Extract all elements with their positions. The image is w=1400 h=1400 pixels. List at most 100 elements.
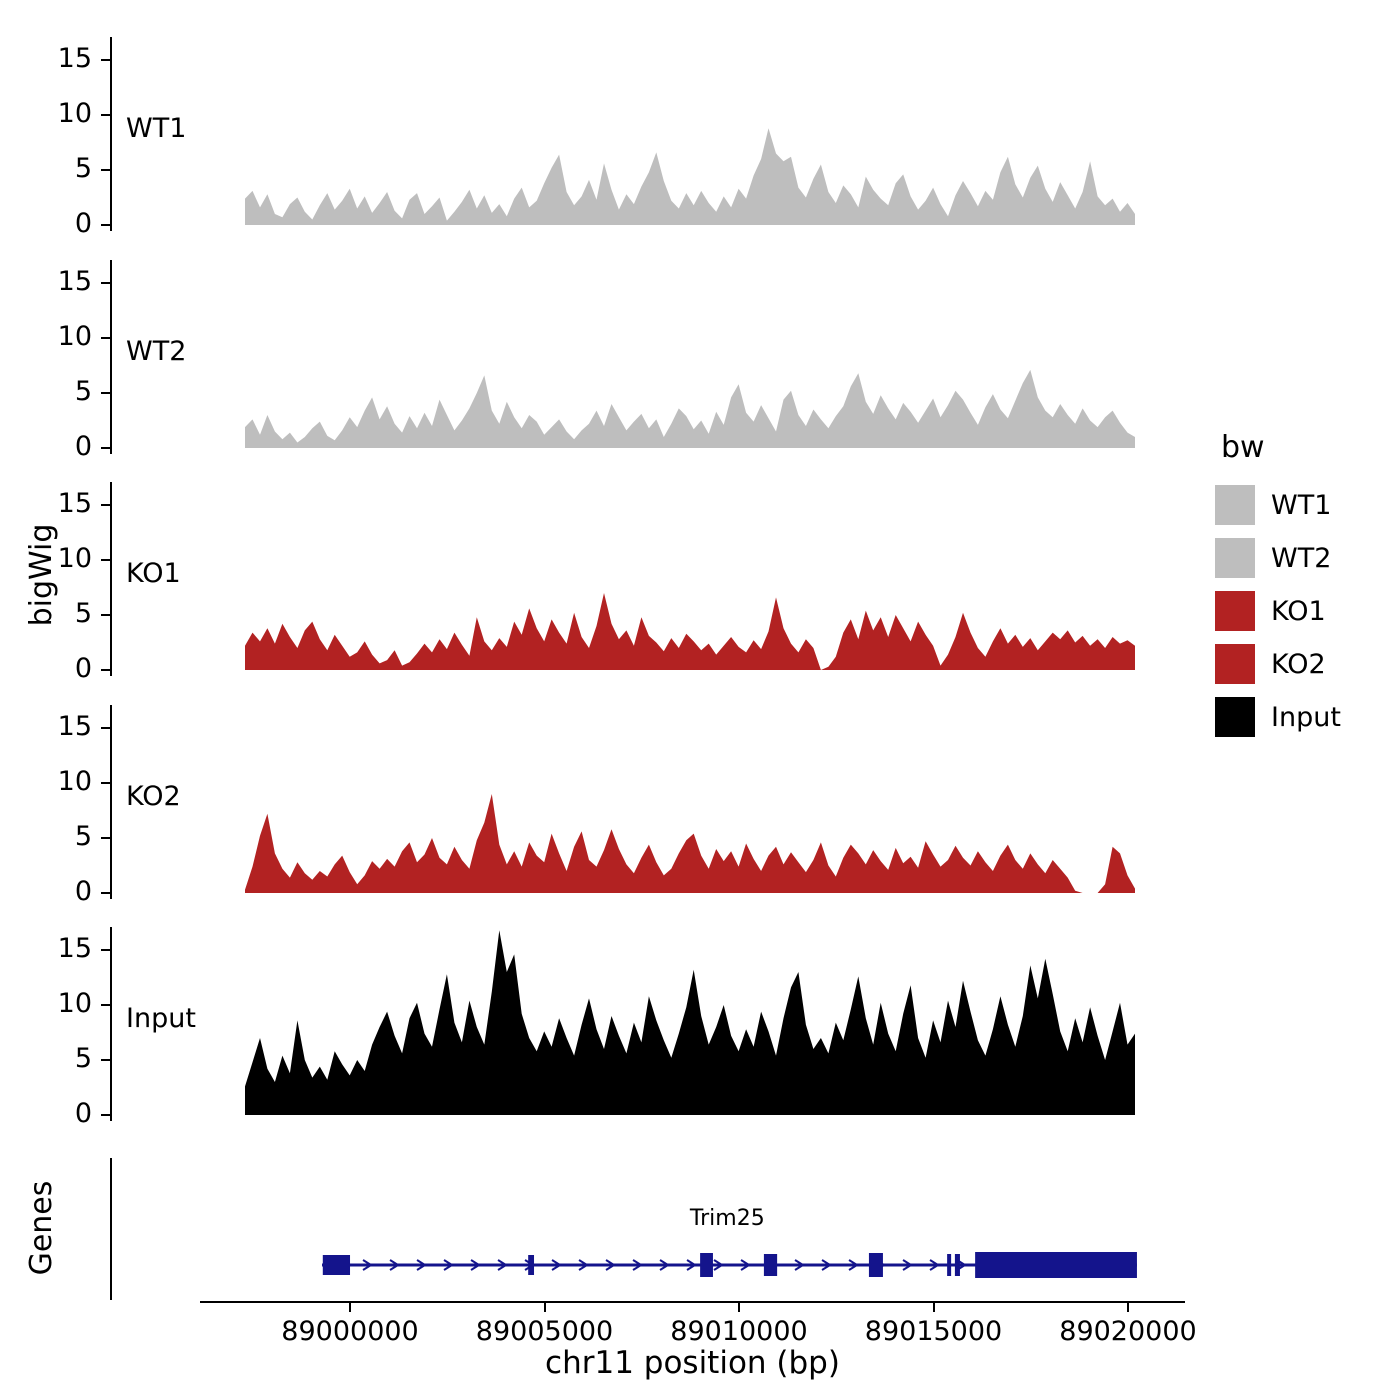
x-axis-line: [200, 1301, 1185, 1303]
strand-arrow-icon: [632, 1259, 643, 1271]
y-tick-mark: [101, 1004, 110, 1006]
strand-arrow-icon: [659, 1259, 670, 1271]
y-tick-mark: [101, 282, 110, 284]
y-tick-mark: [101, 837, 110, 839]
strand-arrow-icon: [794, 1259, 805, 1271]
strand-arrow-icon: [929, 1259, 940, 1271]
legend-label: KO1: [1271, 595, 1326, 627]
y-tick-mark: [101, 949, 110, 951]
gene-exon: [528, 1255, 535, 1275]
y-tick-mark: [101, 447, 110, 449]
genes-axis-line: [110, 1158, 112, 1300]
legend-title: bw: [1221, 430, 1265, 465]
y-axis-line: [110, 705, 112, 899]
x-tick-mark: [932, 1303, 935, 1312]
x-tick-label: 89005000: [475, 1316, 614, 1347]
legend-items: WT1 WT2 KO1 KO2 Input: [1215, 485, 1341, 737]
genes-axis-title: Genes: [24, 1180, 59, 1276]
y-tick-mark: [101, 1114, 110, 1116]
y-tick-label: 15: [57, 711, 92, 742]
y-tick-label: 0: [74, 1098, 92, 1129]
y-axis-line: [110, 927, 112, 1121]
gene-exon: [763, 1254, 778, 1276]
strand-arrow-icon: [848, 1259, 859, 1271]
strand-arrow-icon: [578, 1259, 589, 1271]
gene-exon: [954, 1254, 960, 1276]
strand-arrow-icon: [821, 1259, 832, 1271]
y-tick-label: 10: [57, 988, 92, 1019]
y-axis-line: [110, 482, 112, 676]
y-tick-mark: [101, 114, 110, 116]
y-tick-mark: [101, 559, 110, 561]
signal-area-Input: [245, 930, 1135, 1115]
legend-label: Input: [1271, 701, 1341, 733]
legend-item-WT1: WT1: [1215, 485, 1341, 525]
y-axis-line: [110, 260, 112, 454]
strand-arrow-icon: [443, 1259, 454, 1271]
x-tick-mark: [349, 1303, 352, 1312]
x-tick-label: 89010000: [670, 1316, 808, 1347]
y-tick-label: 5: [74, 376, 92, 407]
legend-item-KO2: KO2: [1215, 644, 1341, 684]
y-tick-mark: [101, 504, 110, 506]
legend-swatch-icon: [1215, 697, 1255, 737]
y-tick-mark: [101, 337, 110, 339]
gene-name-label: Trim25: [689, 1206, 765, 1231]
y-tick-label: 10: [57, 321, 92, 352]
y-tick-label: 5: [74, 821, 92, 852]
legend-swatch-icon: [1215, 644, 1255, 684]
y-tick-mark: [101, 782, 110, 784]
y-tick-mark: [101, 669, 110, 671]
strand-arrow-icon: [740, 1259, 751, 1271]
legend-label: WT2: [1271, 542, 1332, 574]
y-tick-label: 10: [57, 766, 92, 797]
y-tick-label: 10: [57, 543, 92, 574]
y-tick-label: 0: [74, 876, 92, 907]
track-label-KO2: KO2: [126, 781, 181, 812]
y-tick-label: 0: [74, 653, 92, 684]
x-tick-mark: [543, 1303, 546, 1312]
coverage-polygon-WT2: [245, 369, 1135, 448]
y-tick-label: 15: [57, 43, 92, 74]
signal-area-WT2: [245, 369, 1135, 448]
strand-arrow-icon: [686, 1259, 697, 1271]
y-tick-label: 15: [57, 488, 92, 519]
legend-swatch-icon: [1215, 591, 1255, 631]
signal-area-KO1: [245, 593, 1135, 670]
y-tick-label: 15: [57, 266, 92, 297]
x-tick-label: 89000000: [281, 1316, 419, 1347]
y-tick-label: 5: [74, 1043, 92, 1074]
legend-item-KO1: KO1: [1215, 591, 1341, 631]
strand-arrow-icon: [902, 1259, 913, 1271]
track-label-KO1: KO1: [126, 558, 181, 589]
strand-arrow-icon: [551, 1259, 562, 1271]
coverage-polygon-Input: [245, 930, 1135, 1115]
legend-swatch-icon: [1215, 538, 1255, 578]
signal-area-WT1: [245, 128, 1135, 225]
coverage-polygon-KO2: [245, 794, 1135, 893]
gene-exon: [947, 1254, 952, 1276]
strand-arrow-icon: [497, 1259, 508, 1271]
track-label-WT1: WT1: [126, 113, 187, 144]
legend-label: KO2: [1271, 648, 1326, 680]
legend-label: WT1: [1271, 489, 1332, 521]
legend-item-Input: Input: [1215, 697, 1341, 737]
coverage-polygon-KO1: [245, 593, 1135, 670]
y-tick-label: 15: [57, 933, 92, 964]
gene-exon: [975, 1252, 1137, 1278]
gene-exon: [868, 1253, 883, 1277]
y-tick-label: 0: [74, 431, 92, 462]
legend: bw WT1 WT2 KO1 KO2 Input: [1215, 430, 1341, 750]
strand-arrow-icon: [389, 1259, 400, 1271]
gene-exon: [700, 1253, 713, 1277]
gene-exon: [322, 1255, 351, 1275]
gene-model: [322, 1252, 1137, 1278]
y-tick-mark: [101, 224, 110, 226]
x-tick-label: 89020000: [1059, 1316, 1197, 1347]
strand-arrow-icon: [416, 1259, 427, 1271]
y-tick-mark: [101, 614, 110, 616]
y-tick-mark: [101, 59, 110, 61]
y-tick-mark: [101, 1059, 110, 1061]
y-tick-label: 5: [74, 153, 92, 184]
